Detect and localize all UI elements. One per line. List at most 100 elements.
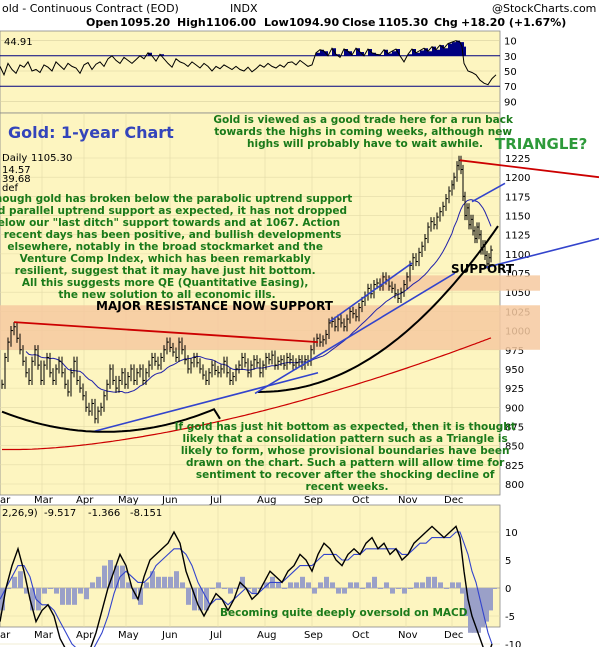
price-tick-label: 975: [505, 346, 524, 357]
macd-histogram-bar: [78, 588, 83, 594]
macd-histogram-bar: [252, 588, 257, 594]
price-tick-label: 1150: [505, 212, 530, 223]
close-label: Close: [342, 16, 375, 29]
macd-histogram-bar: [42, 588, 47, 594]
macd-histogram-bar: [240, 576, 245, 588]
macd-histogram-bar: [476, 588, 481, 633]
legend-value-2: 39.68: [2, 174, 31, 185]
macd-histogram-bar: [108, 560, 113, 588]
high-value: 1106.00: [206, 16, 256, 29]
exchange-label: INDX: [230, 2, 258, 15]
macd-histogram-bar: [144, 582, 149, 588]
price-tick-label: 875: [505, 422, 524, 433]
macd-histogram-bar: [126, 582, 131, 588]
rsi-tick-label: 90: [504, 97, 517, 108]
price-tick-label: 1200: [505, 173, 530, 184]
bottom-note-line-2: likely that a consolidation pattern such…: [183, 433, 508, 445]
macd-histogram-bar: [330, 582, 335, 588]
macd-params-label: 2,26,9): [2, 508, 38, 519]
macd-histogram-bar: [60, 588, 65, 605]
blue-uptrend-line-1: [91, 372, 319, 433]
macd-histogram-bar: [408, 588, 413, 589]
macd-month-label: Mar: [34, 630, 54, 641]
macd-histogram-bar: [282, 588, 287, 589]
macd-histogram-bar: [198, 588, 203, 611]
macd-histogram-bar: [300, 576, 305, 588]
price-tick-label: 800: [505, 480, 524, 491]
open-label: Open: [86, 16, 119, 29]
macd-tick-label: -5: [505, 612, 515, 623]
macd-month-label: Nov: [398, 630, 418, 641]
close-value: 1105.30: [378, 16, 428, 29]
month-label: May: [118, 495, 139, 506]
top-note-line-1: Gold is viewed as a good trade here for …: [213, 114, 514, 126]
period-label: Daily: [2, 153, 27, 164]
main-note-line-9: the new solution to all economic ills.: [58, 289, 275, 301]
macd-histogram-bar: [216, 582, 221, 588]
last-price-label: 1105.30: [31, 153, 72, 164]
month-label: Dec: [444, 495, 463, 506]
main-note-line-3: below our "last ditch" support towards a…: [0, 217, 340, 229]
month-label: Oct: [352, 495, 369, 506]
macd-histogram-bar: [336, 588, 341, 594]
rsi-tick-label: 70: [504, 82, 517, 93]
macd-histogram-bar: [84, 588, 89, 600]
macd-histogram-bar: [372, 576, 377, 588]
macd-histogram-bar: [90, 582, 95, 588]
low-label: Low: [264, 16, 289, 29]
triangle-upper-boundary: [459, 159, 599, 179]
macd-signal-line: [0, 531, 493, 647]
macd-histogram-bar: [472, 588, 477, 633]
macd-histogram-bar: [114, 565, 119, 588]
macd-histogram-bar: [66, 588, 71, 605]
macd-histogram-bar: [438, 582, 443, 588]
red-resistance-line: [13, 321, 319, 343]
macd-histogram-bar: [288, 582, 293, 588]
price-tick-label: 925: [505, 384, 524, 395]
macd-histogram-bar: [484, 588, 489, 622]
macd-histogram-bar: [318, 582, 323, 588]
ohlc-header: Open 1095.20 High 1106.00 Low 1094.90 Cl…: [86, 16, 566, 29]
macd-histogram-bar: [18, 571, 23, 588]
month-label: Mar: [34, 495, 54, 506]
macd-histogram-bar: [396, 588, 401, 589]
macd-histogram-bar: [414, 582, 419, 588]
macd-histogram-bar: [426, 576, 431, 588]
macd-histogram-bar: [234, 588, 239, 589]
triangle-lower-boundary: [484, 237, 599, 269]
macd-histogram-bar: [360, 588, 365, 589]
main-note-line-8: All this suggests more QE (Quantitative …: [22, 277, 309, 289]
macd-histogram-bar: [306, 582, 311, 588]
macd-value-1: -9.517: [44, 508, 76, 519]
macd-histogram-bar: [36, 588, 41, 611]
bottom-note-line-6: recent weeks.: [306, 481, 389, 493]
chart-annotation-title: Gold: 1-year Chart: [8, 123, 174, 142]
top-note: Gold is viewed as a good trade here for …: [213, 114, 516, 150]
macd-histogram-bar: [456, 582, 461, 588]
macd-histogram-bar: [138, 588, 143, 605]
month-label: Nov: [398, 495, 418, 506]
black-parabolic-uptrend: [257, 225, 499, 393]
rsi-line: [0, 40, 497, 86]
price-tick-label: 850: [505, 442, 524, 453]
resistance-label: MAJOR RESISTANCE NOW SUPPORT: [96, 299, 334, 313]
price-panel: 1225120011751150112511001075105010251000…: [0, 112, 599, 506]
macd-histogram-bar: [354, 582, 359, 588]
macd-tick-label: 0: [505, 584, 511, 595]
month-label: Apr: [76, 495, 94, 506]
bottom-note-line-3: likely to form, whose provisional bounda…: [181, 445, 510, 457]
macd-histogram-bar: [222, 588, 227, 589]
macd-histogram-bar: [186, 588, 191, 605]
high-label: High: [177, 16, 206, 29]
macd-histogram-bar: [492, 588, 497, 589]
main-note-line-7: resilient, suggest that it may have just…: [15, 265, 316, 277]
macd-histogram-bar: [488, 588, 493, 611]
macd-month-label: Dec: [444, 630, 463, 641]
triangle-label: TRIANGLE?: [495, 135, 587, 153]
rsi-panel: 44.91 90 70 50 30 10: [0, 30, 517, 114]
open-value: 1095.20: [120, 16, 170, 29]
macd-histogram-bar: [0, 588, 5, 611]
macd-histogram-bar: [460, 588, 465, 594]
macd-histogram-bar: [168, 576, 173, 588]
